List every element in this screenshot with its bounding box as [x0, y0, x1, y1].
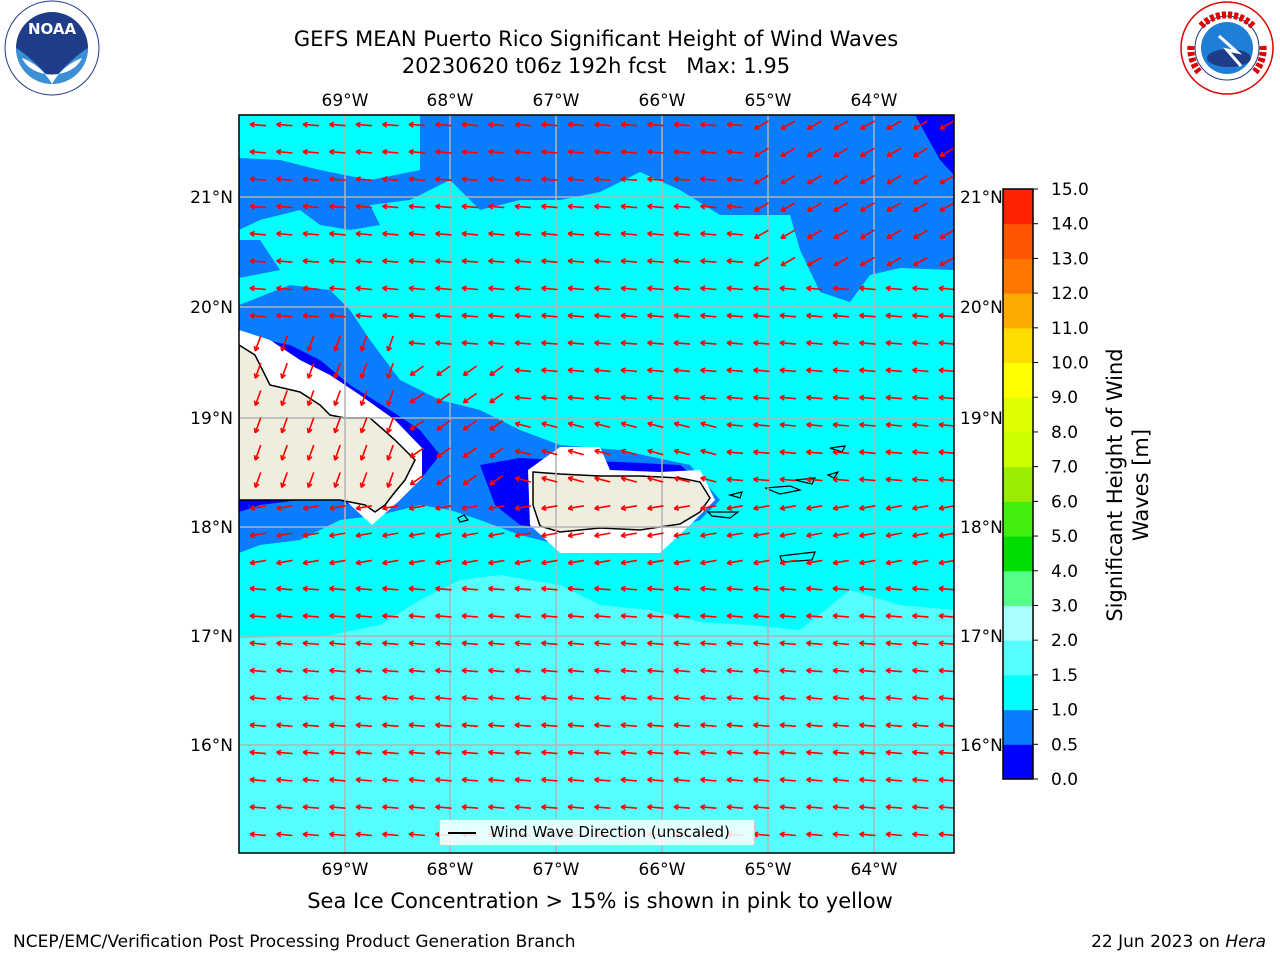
lat-label-right: 19°N	[960, 409, 1003, 429]
lat-label-left: 19°N	[190, 409, 233, 429]
colorbar-tick-label: 7.0	[1051, 458, 1078, 478]
map-area	[239, 115, 955, 853]
lat-labels-right: 21°N 20°N 19°N 18°N 17°N 16°N	[960, 188, 1003, 756]
colorbar-tick-label: 12.0	[1051, 284, 1089, 304]
footer-host: Hera	[1225, 932, 1266, 952]
colorbar-tick-label: 0.0	[1051, 770, 1078, 790]
colorbar-tick-label: 4.0	[1051, 562, 1078, 582]
colorbar-tick-label: 10.0	[1051, 354, 1089, 374]
colorbar-segment	[1003, 536, 1033, 571]
colorbar-segment	[1003, 189, 1033, 224]
lat-label-right: 17°N	[960, 627, 1003, 647]
lat-label-right: 20°N	[960, 298, 1003, 318]
lon-labels-top: 69°W 68°W 67°W 66°W 65°W 64°W	[322, 91, 898, 111]
colorbar-ticks: 0.0 0.5 1.0 1.5 2.0 3.0 4.0 5.0 6.0 7.0 8.0 9.0 10.0…	[1033, 180, 1089, 790]
colorbar-segment	[1003, 710, 1033, 745]
colorbar-segment	[1003, 467, 1033, 502]
lat-label-left: 16°N	[190, 736, 233, 756]
lon-label-top: 65°W	[745, 91, 792, 111]
footer-branch: NCEP/EMC/Verification Post Processing Pr…	[13, 932, 576, 952]
lon-labels-bottom: 69°W 68°W 67°W 66°W 65°W 64°W	[322, 860, 898, 880]
colorbar-segment	[1003, 501, 1033, 536]
colorbar-label: Significant Height of Wind Waves [m]	[1102, 325, 1154, 645]
lon-label-top: 67°W	[533, 91, 580, 111]
lat-labels-left: 21°N 20°N 19°N 18°N 17°N 16°N	[190, 188, 233, 756]
footer-date: 22 Jun 2023 on Hera	[1091, 932, 1266, 952]
sea-ice-note: Sea Ice Concentration > 15% is shown in …	[240, 889, 960, 913]
lon-label-bottom: 64°W	[851, 860, 898, 880]
map-legend: Wind Wave Direction (unscaled)	[439, 819, 755, 846]
lon-label-bottom: 67°W	[533, 860, 580, 880]
colorbar-tick-label: 6.0	[1051, 492, 1078, 512]
colorbar-segment	[1003, 675, 1033, 710]
lat-label-left: 21°N	[190, 188, 233, 208]
colorbar-segment	[1003, 605, 1033, 640]
colorbar-tick-label: 0.5	[1051, 735, 1078, 755]
colorbar-segment	[1003, 363, 1033, 398]
lon-label-bottom: 68°W	[427, 860, 474, 880]
colorbar-tick-label: 9.0	[1051, 388, 1078, 408]
colorbar-segment	[1003, 328, 1033, 363]
colorbar-segment	[1003, 258, 1033, 293]
lon-label-top: 66°W	[639, 91, 686, 111]
colorbar-tick-label: 14.0	[1051, 215, 1089, 235]
colorbar-segment	[1003, 432, 1033, 467]
colorbar-segment	[1003, 293, 1033, 328]
colorbar-segment	[1003, 224, 1033, 259]
colorbar-tick-label: 13.0	[1051, 249, 1089, 269]
legend-text: Wind Wave Direction (unscaled)	[490, 823, 730, 841]
colorbar-segment	[1003, 571, 1033, 606]
colorbar-tick-label: 5.0	[1051, 527, 1078, 547]
lat-label-right: 16°N	[960, 736, 1003, 756]
lat-label-left: 20°N	[190, 298, 233, 318]
footer-date-text: 22 Jun 2023 on	[1091, 932, 1220, 952]
colorbar-segment	[1003, 397, 1033, 432]
lon-label-top: 68°W	[427, 91, 474, 111]
lon-label-top: 64°W	[851, 91, 898, 111]
colorbar-tick-label: 11.0	[1051, 319, 1089, 339]
colorbar-tick-label: 1.5	[1051, 666, 1078, 686]
colorbar-tick-label: 15.0	[1051, 180, 1089, 200]
colorbar-tick-label: 3.0	[1051, 596, 1078, 616]
colorbar-segment	[1003, 640, 1033, 675]
lon-label-bottom: 65°W	[745, 860, 792, 880]
colorbar-tick-label: 8.0	[1051, 423, 1078, 443]
colorbar-tick-label: 1.0	[1051, 701, 1078, 721]
lat-label-right: 21°N	[960, 188, 1003, 208]
lat-label-right: 18°N	[960, 518, 1003, 538]
colorbar	[1003, 189, 1033, 780]
colorbar-tick-label: 2.0	[1051, 631, 1078, 651]
lon-label-bottom: 66°W	[639, 860, 686, 880]
legend-line-icon	[448, 832, 476, 834]
lat-label-left: 17°N	[190, 627, 233, 647]
colorbar-segment	[1003, 744, 1033, 779]
lat-label-left: 18°N	[190, 518, 233, 538]
lon-label-bottom: 69°W	[322, 860, 369, 880]
lon-label-top: 69°W	[322, 91, 369, 111]
